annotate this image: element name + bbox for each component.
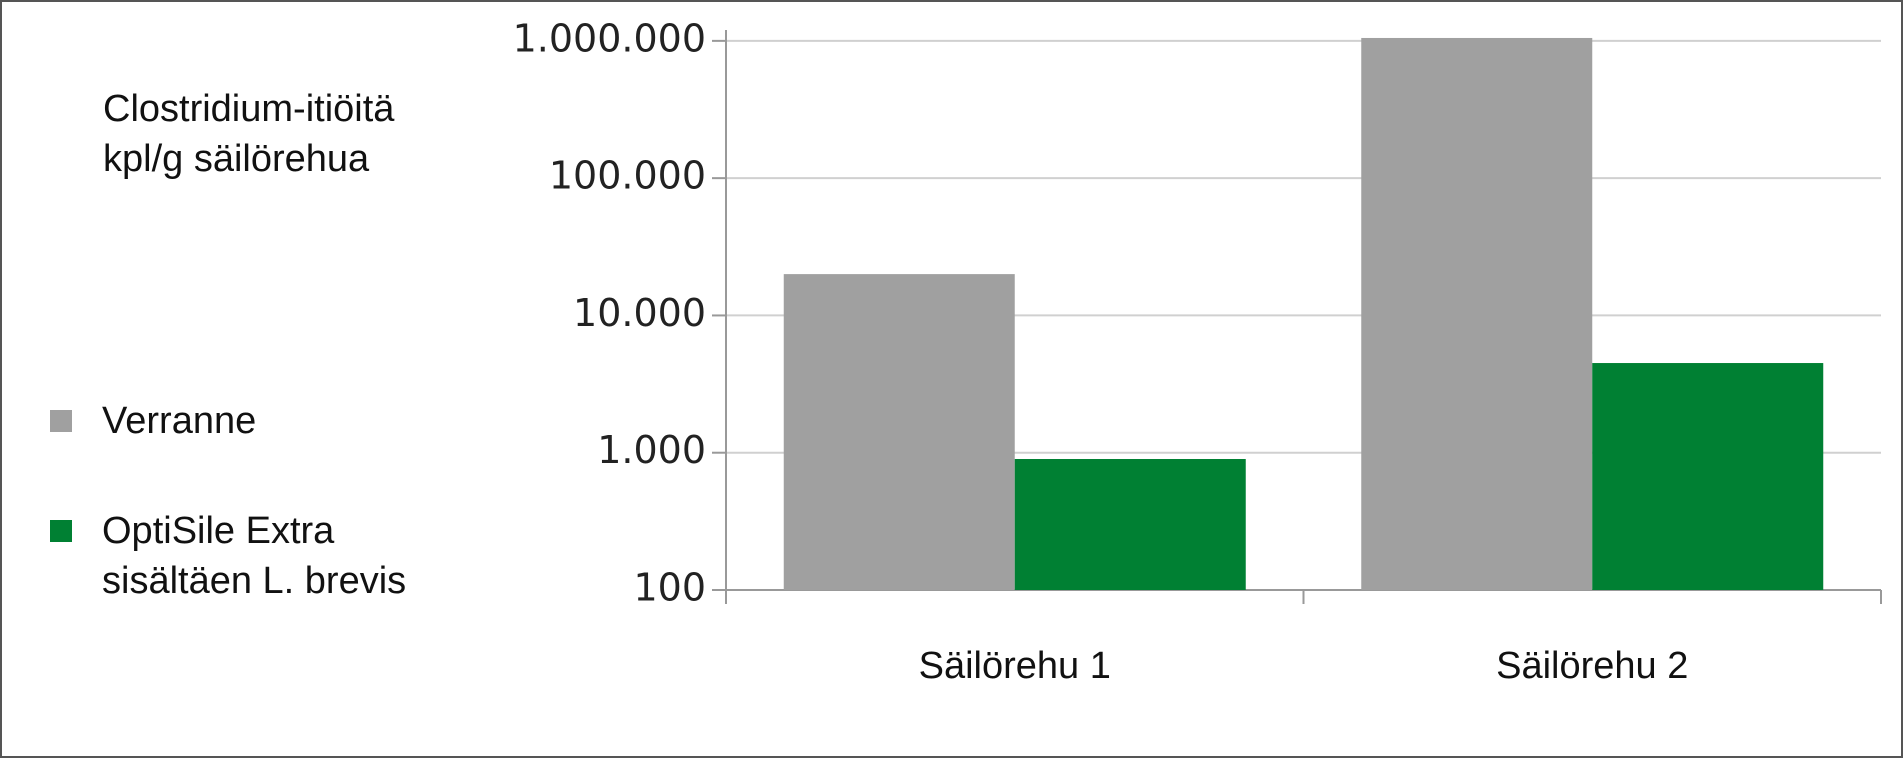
bar [1592,363,1824,590]
x-tick-label: Säilörehu 1 [919,645,1111,687]
y-tick-label: 10.000 [573,291,706,335]
bar [1014,458,1246,590]
legend-swatch [50,520,72,542]
y-tick-label: 100 [633,566,706,610]
bar [1361,37,1593,590]
legend-label: OptiSile Extra sisältäen L. brevis [102,510,407,602]
bar [783,274,1015,590]
y-tick-label: 100.000 [549,154,706,198]
legend-swatch [50,410,72,432]
legend-item: Verranne [50,396,490,446]
y-axis-label: Clostridium-itiöitä kpl/g säilörehua [103,88,395,180]
x-tick-label: Säilörehu 2 [1496,645,1688,687]
y-tick-label: 1.000.000 [513,16,706,60]
legend-item: OptiSile Extra sisältäen L. brevis [50,506,490,606]
y-tick-label: 1.000 [597,428,706,472]
legend-label: Verranne [102,400,257,442]
